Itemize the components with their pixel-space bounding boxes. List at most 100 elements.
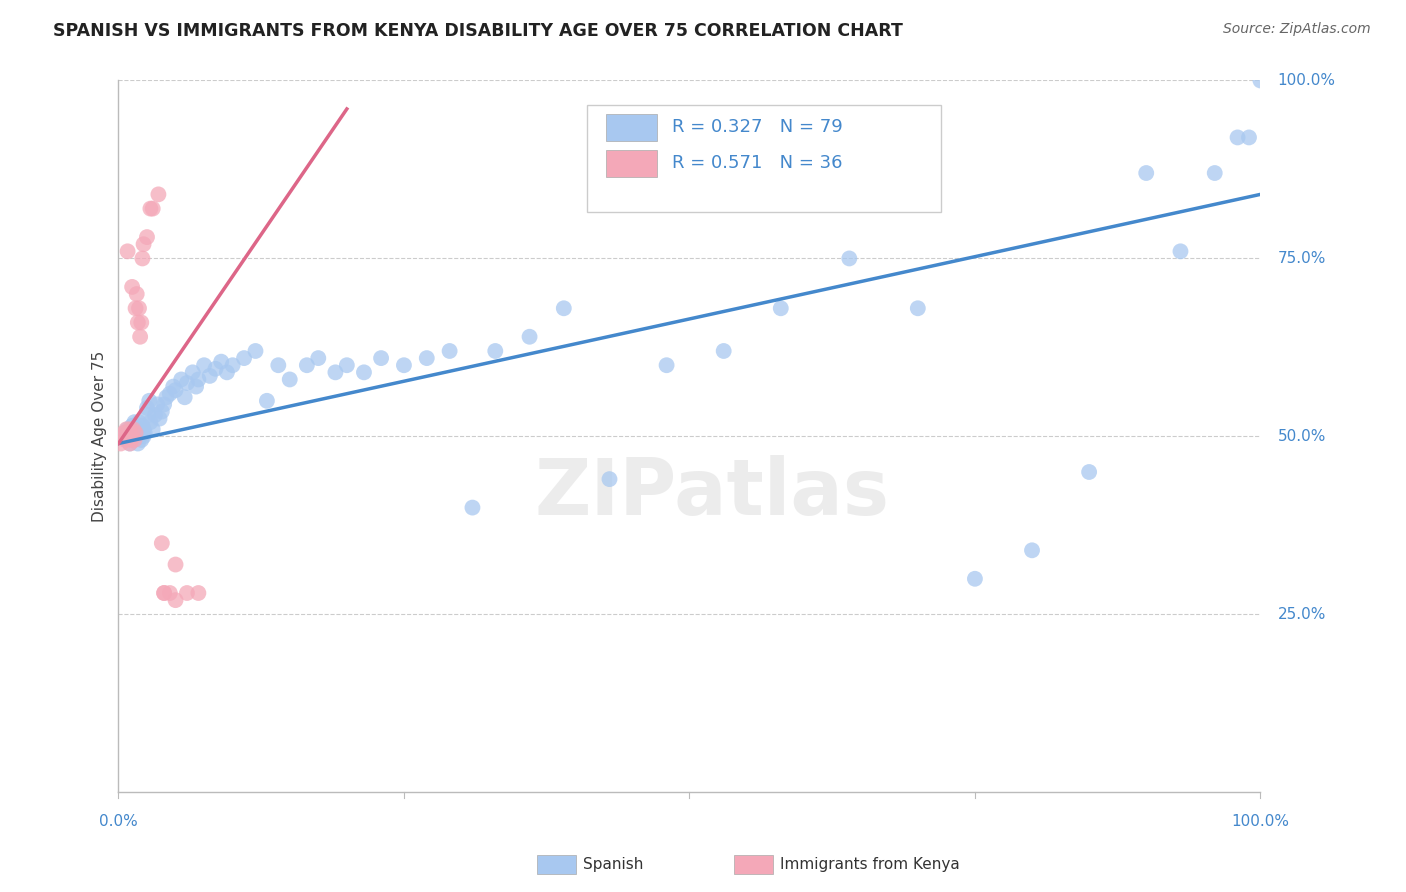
- Point: [134, 425, 156, 440]
- Point: [1204, 166, 1226, 180]
- Text: SPANISH VS IMMIGRANTS FROM KENYA DISABILITY AGE OVER 75 CORRELATION CHART: SPANISH VS IMMIGRANTS FROM KENYA DISABIL…: [53, 22, 903, 40]
- Point: [117, 429, 139, 443]
- Point: [769, 301, 792, 316]
- Point: [115, 422, 138, 436]
- Point: [392, 358, 415, 372]
- Point: [176, 586, 198, 600]
- Point: [198, 368, 221, 383]
- Point: [165, 383, 187, 397]
- Point: [125, 287, 148, 301]
- Point: [121, 429, 143, 443]
- Point: [155, 390, 177, 404]
- Point: [110, 436, 132, 450]
- Point: [187, 372, 209, 386]
- Point: [136, 401, 159, 415]
- Point: [139, 202, 162, 216]
- Point: [118, 422, 141, 436]
- Point: [204, 361, 226, 376]
- Point: [170, 372, 193, 386]
- Point: [148, 187, 170, 202]
- Point: [131, 252, 153, 266]
- Text: R = 0.571   N = 36: R = 0.571 N = 36: [672, 154, 842, 172]
- Point: [245, 343, 267, 358]
- Point: [165, 593, 187, 607]
- Text: 75.0%: 75.0%: [1278, 251, 1326, 266]
- Point: [122, 433, 145, 447]
- Point: [713, 343, 735, 358]
- Point: [125, 425, 148, 440]
- Point: [111, 429, 134, 443]
- Text: Spanish: Spanish: [583, 857, 644, 871]
- Point: [221, 358, 243, 372]
- Text: ZIPatlas: ZIPatlas: [534, 455, 890, 532]
- Point: [121, 280, 143, 294]
- Point: [353, 365, 375, 379]
- Point: [129, 425, 152, 440]
- Point: [1078, 465, 1101, 479]
- Point: [267, 358, 290, 372]
- Point: [162, 379, 184, 393]
- Point: [136, 230, 159, 244]
- Point: [129, 429, 152, 443]
- Point: [553, 301, 575, 316]
- Point: [124, 301, 146, 316]
- Point: [838, 252, 860, 266]
- Point: [142, 202, 165, 216]
- Point: [181, 365, 204, 379]
- Point: [114, 433, 136, 447]
- Point: [112, 429, 135, 443]
- Point: [184, 379, 207, 393]
- Bar: [606, 150, 658, 177]
- Point: [907, 301, 929, 316]
- Point: [187, 586, 209, 600]
- Text: 50.0%: 50.0%: [1278, 429, 1326, 444]
- Point: [142, 422, 165, 436]
- Point: [112, 425, 135, 440]
- Point: [1237, 130, 1260, 145]
- Text: 25.0%: 25.0%: [1278, 607, 1326, 622]
- Point: [128, 422, 150, 436]
- Point: [461, 500, 484, 515]
- Point: [129, 433, 152, 447]
- Point: [1021, 543, 1043, 558]
- Point: [131, 418, 153, 433]
- Point: [416, 351, 439, 365]
- Point: [139, 415, 162, 429]
- Text: 100.0%: 100.0%: [1232, 814, 1289, 829]
- Point: [118, 425, 141, 440]
- Point: [124, 425, 146, 440]
- Y-axis label: Disability Age Over 75: Disability Age Over 75: [93, 351, 107, 522]
- Point: [598, 472, 620, 486]
- Point: [124, 429, 146, 443]
- Point: [118, 436, 141, 450]
- Point: [132, 429, 155, 443]
- Text: 0.0%: 0.0%: [98, 814, 138, 829]
- Point: [143, 408, 166, 422]
- Point: [148, 411, 170, 425]
- Point: [124, 415, 146, 429]
- Point: [193, 358, 215, 372]
- Point: [370, 351, 392, 365]
- Point: [655, 358, 678, 372]
- Point: [153, 397, 176, 411]
- Point: [173, 390, 195, 404]
- Point: [295, 358, 318, 372]
- Point: [963, 572, 986, 586]
- Point: [117, 244, 139, 259]
- Point: [138, 393, 160, 408]
- Point: [120, 433, 142, 447]
- Point: [233, 351, 256, 365]
- Point: [519, 330, 541, 344]
- Point: [176, 376, 198, 390]
- Point: [1135, 166, 1157, 180]
- Point: [128, 415, 150, 429]
- Point: [121, 418, 143, 433]
- Bar: [606, 114, 658, 141]
- Point: [122, 422, 145, 436]
- Point: [165, 558, 187, 572]
- Point: [325, 365, 347, 379]
- Point: [439, 343, 461, 358]
- Point: [124, 422, 146, 436]
- Point: [153, 586, 176, 600]
- Point: [129, 316, 152, 330]
